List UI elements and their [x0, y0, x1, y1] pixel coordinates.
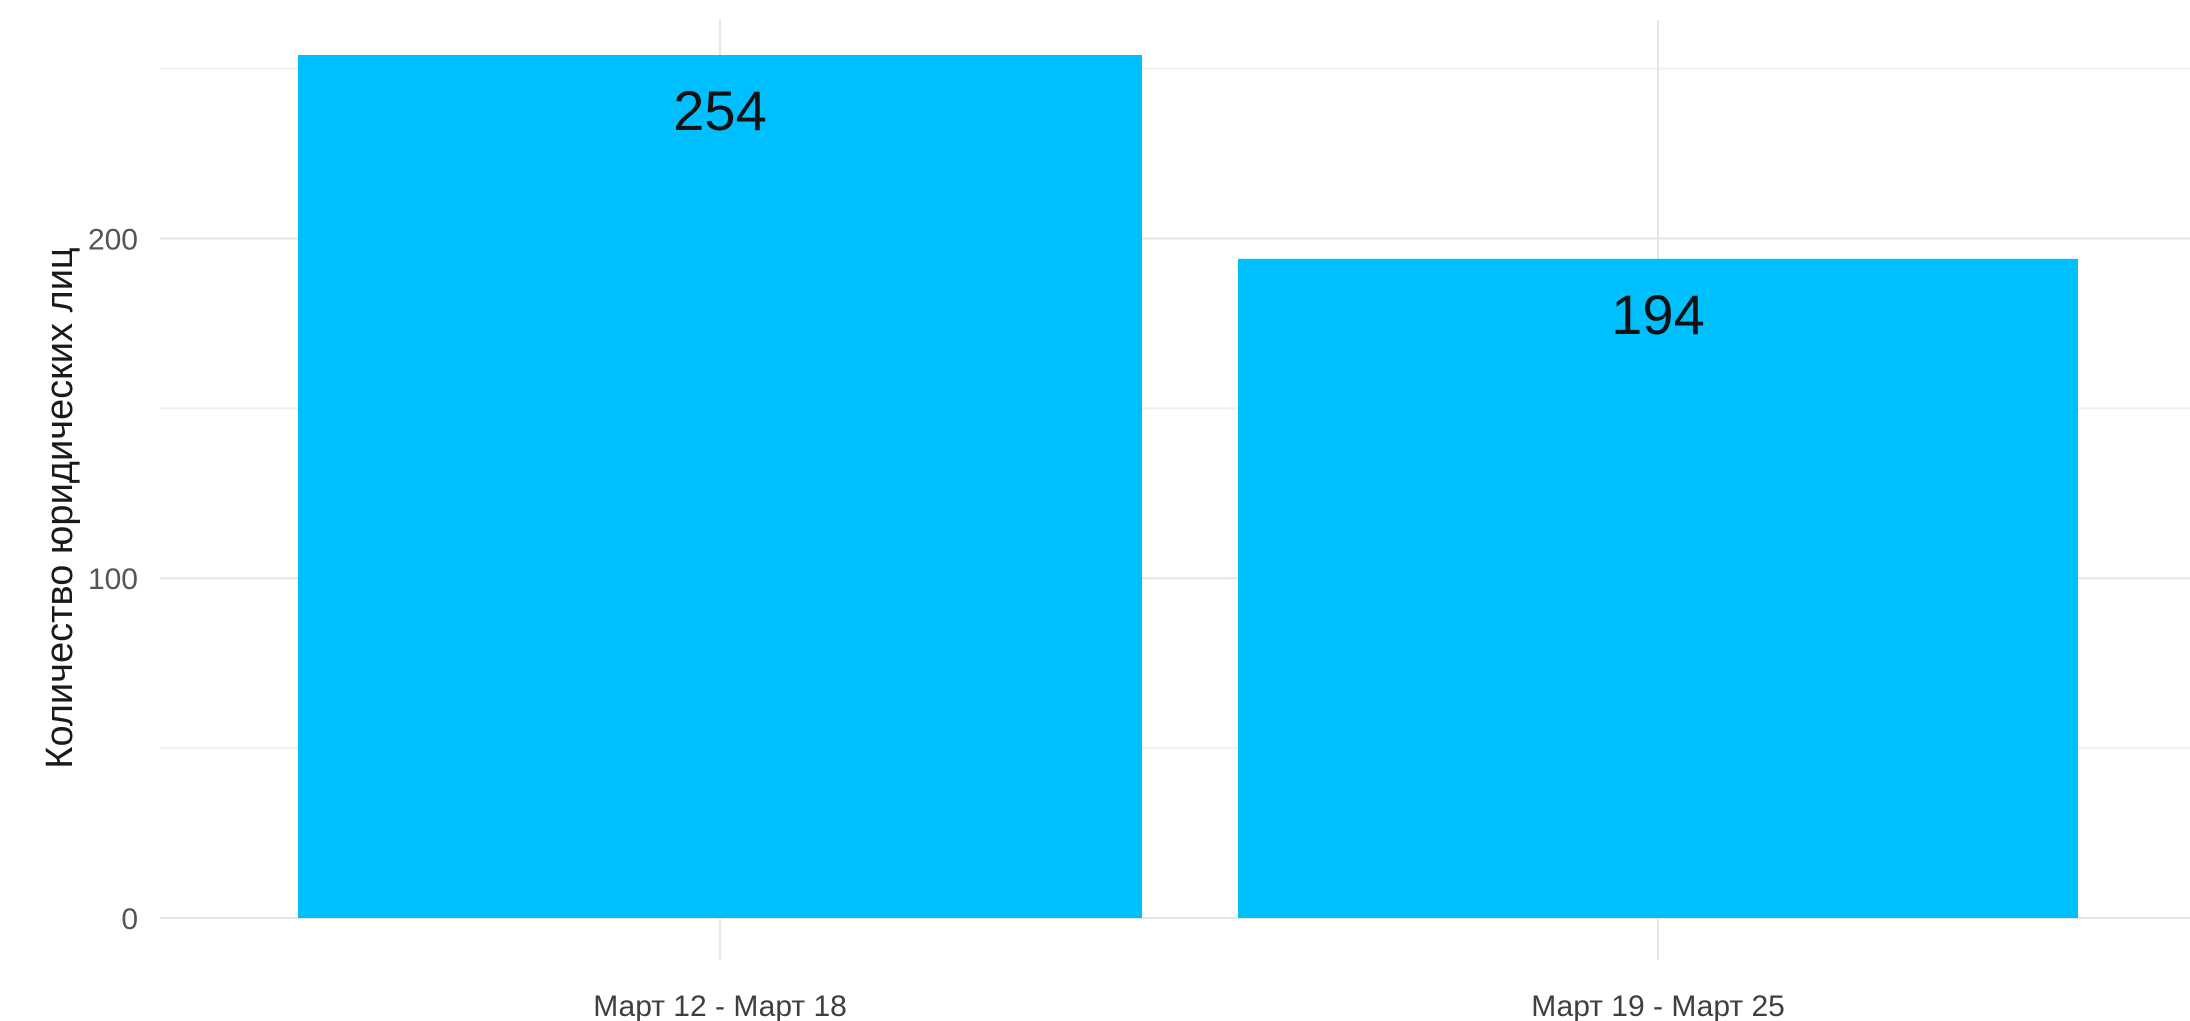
x-tick-label: Март 12 - Март 18	[593, 990, 847, 1021]
y-tick-label: 200	[88, 223, 138, 256]
y-tick-label: 100	[88, 563, 138, 596]
x-tick-label: Март 19 - Март 25	[1531, 990, 1785, 1021]
data-label-1: 254	[673, 79, 766, 142]
data-labels: 254 194	[673, 79, 1704, 346]
y-axis-ticks: 0 100 200	[88, 223, 138, 936]
x-axis-ticks: Март 12 - Март 18 Март 19 - Март 25	[593, 990, 1785, 1021]
bar-2	[1238, 258, 2078, 918]
y-axis-title: Количество юридических лиц	[39, 247, 81, 768]
bars	[298, 55, 2078, 918]
data-label-2: 194	[1611, 283, 1704, 346]
y-tick-label: 0	[121, 903, 138, 936]
bar-1	[298, 55, 1142, 918]
